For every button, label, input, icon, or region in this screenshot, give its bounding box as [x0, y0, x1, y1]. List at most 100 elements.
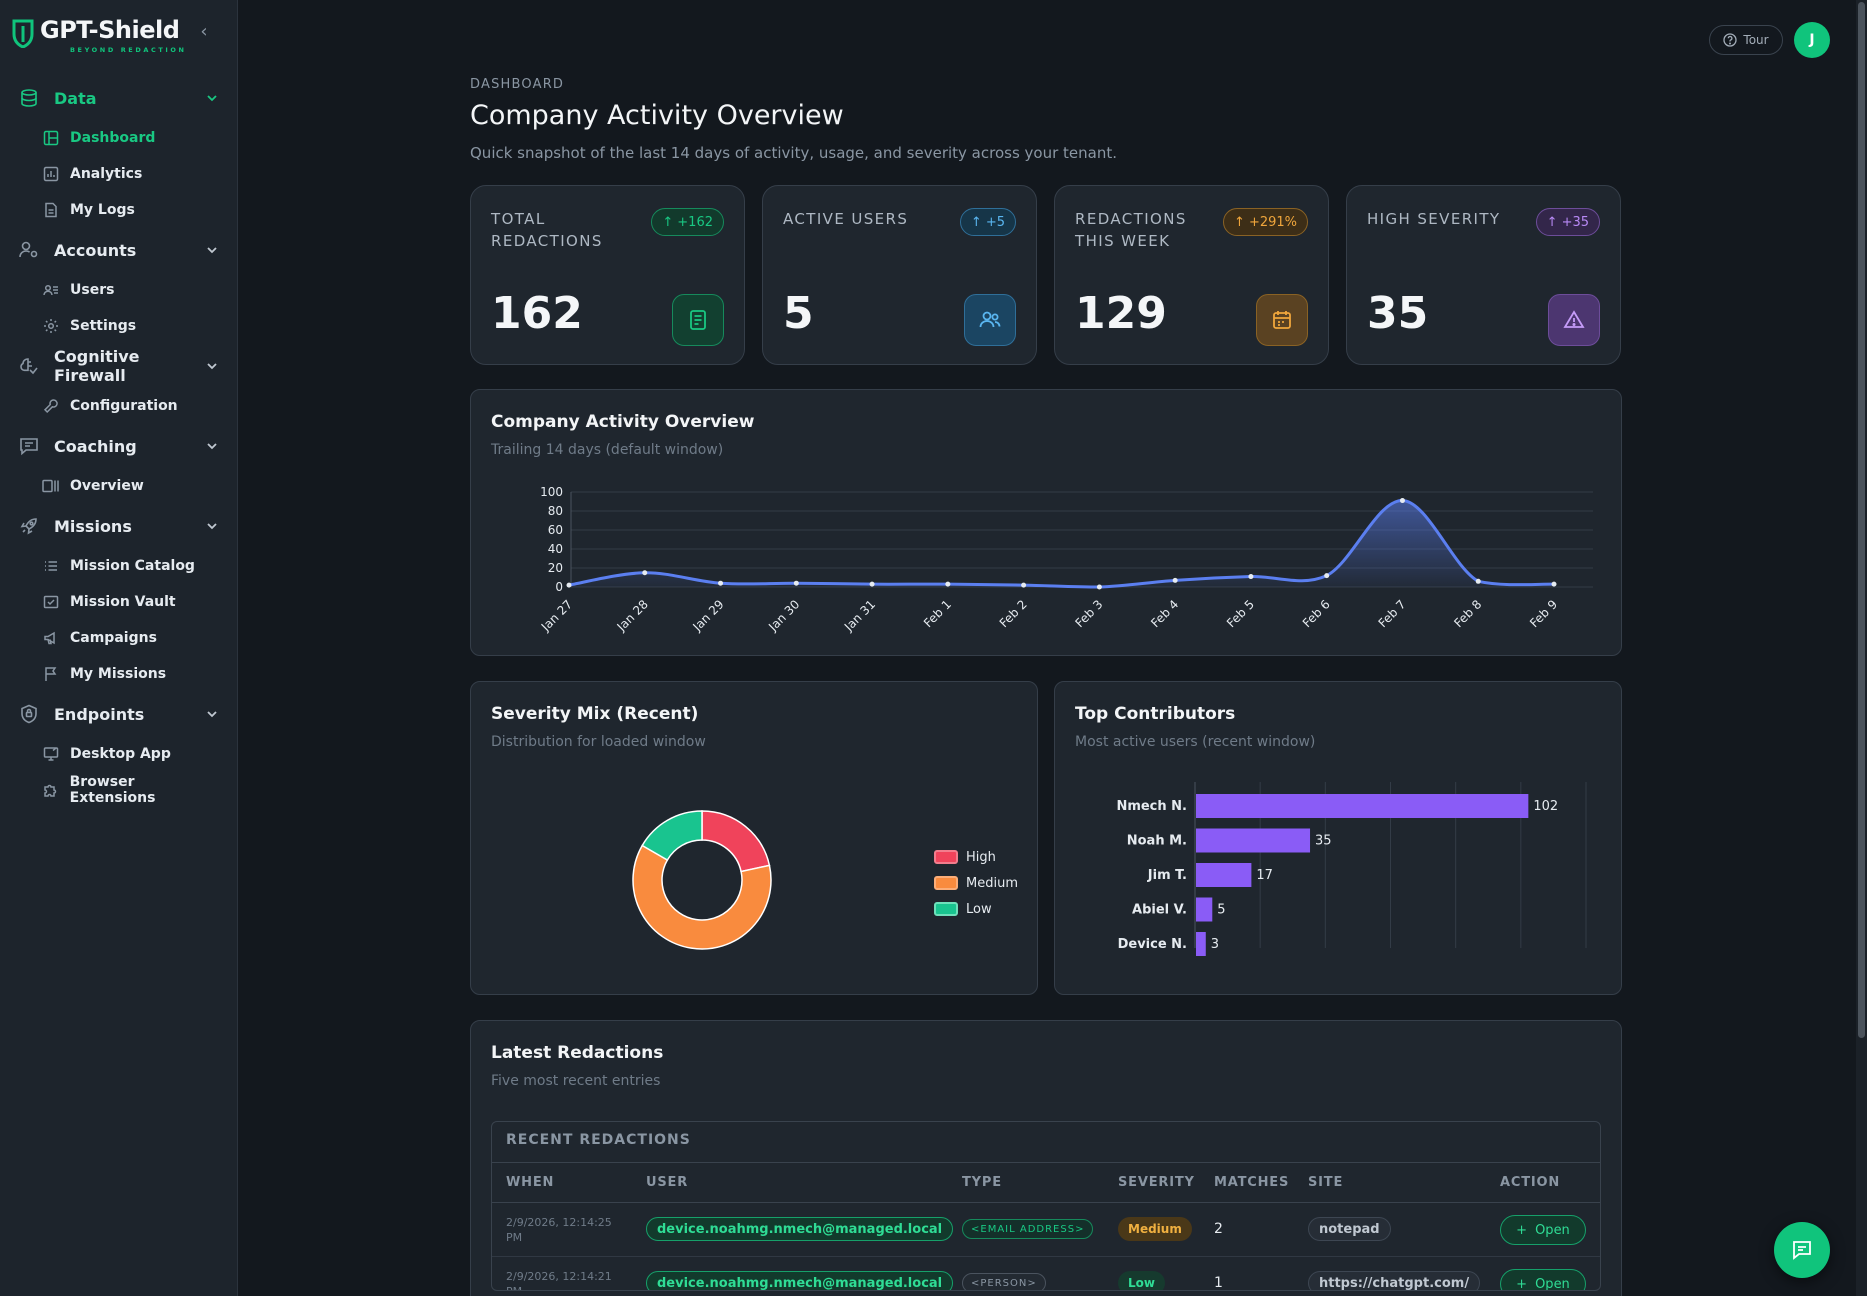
panel-title: Severity Mix (Recent)	[491, 704, 699, 724]
sidebar-item-label: My Logs	[70, 202, 135, 218]
avatar[interactable]: J	[1794, 22, 1830, 58]
contributors-bar-chart: Nmech N. 102 Noah M. 35 Jim T. 17 Abiel V. 5 Dev…	[1116, 782, 1587, 956]
shield-lock-icon	[18, 703, 40, 725]
x-tick-label: Feb 7	[1376, 597, 1409, 630]
open-label: Open	[1535, 1276, 1570, 1291]
bar-value-label: 102	[1533, 799, 1558, 814]
bar	[1196, 932, 1206, 956]
column-header-action[interactable]: ACTION	[1500, 1175, 1561, 1190]
x-tick-label: Feb 6	[1300, 597, 1333, 630]
cell-when: 2/9/2026, 12:14:21 PM	[506, 1270, 612, 1290]
x-tick-label: Jan 30	[765, 597, 802, 634]
legend-item-high[interactable]: High	[934, 844, 1018, 870]
legend-item-low[interactable]: Low	[934, 896, 1018, 922]
sidebar-item-overview[interactable]: Overview	[42, 475, 222, 497]
stat-card-redactions-this-week: REDACTIONS THIS WEEK ↑ +291% 129	[1054, 185, 1329, 365]
page-eyebrow: DASHBOARD	[470, 77, 565, 92]
nav-group-cognitive-firewall[interactable]: Cognitive Firewall	[18, 347, 220, 385]
pie-slice-high	[701, 810, 771, 873]
legend-label: Medium	[966, 875, 1018, 891]
sidebar-item-label: Settings	[70, 318, 137, 334]
sidebar-item-label: Dashboard	[70, 130, 156, 146]
puzzle-icon	[42, 781, 60, 799]
legend-item-medium[interactable]: Medium	[934, 870, 1018, 896]
table-row: 2/9/2026, 12:14:25 PM device.noahmg.nmec…	[492, 1203, 1600, 1257]
x-tick-label: Jan 31	[841, 597, 878, 634]
y-tick-label: 80	[548, 504, 563, 518]
column-header-matches[interactable]: MATCHES	[1214, 1175, 1290, 1190]
chevron-left-icon[interactable]: ‹	[200, 21, 208, 42]
open-label: Open	[1535, 1222, 1570, 1238]
nav-group-label: Data	[54, 88, 97, 108]
sidebar-item-dashboard[interactable]: Dashboard	[42, 127, 222, 149]
column-header-user[interactable]: USER	[646, 1175, 689, 1190]
sidebar-item-label: Overview	[70, 478, 144, 494]
sidebar-item-desktop-app[interactable]: Desktop App	[42, 743, 222, 765]
type-pill: <PERSON>	[962, 1273, 1046, 1290]
sidebar-item-configuration[interactable]: Configuration	[42, 395, 222, 417]
sidebar-item-mission-vault[interactable]: Mission Vault	[42, 591, 222, 613]
column-header-when[interactable]: WHEN	[506, 1175, 555, 1190]
sidebar-item-my-missions[interactable]: My Missions	[42, 663, 222, 685]
x-tick-label: Jan 28	[614, 597, 651, 634]
nav-group-coaching[interactable]: Coaching	[18, 433, 220, 459]
site-pill: https://chatgpt.com/	[1308, 1271, 1481, 1290]
panel-subtitle: Most active users (recent window)	[1075, 734, 1316, 750]
table-caption: RECENT REDACTIONS	[506, 1132, 691, 1148]
nav-group-endpoints[interactable]: Endpoints	[18, 701, 220, 727]
column-header-severity[interactable]: SEVERITY	[1118, 1175, 1195, 1190]
data-point	[1475, 578, 1481, 584]
stat-card-high-severity: HIGH SEVERITY ↑ +35 35	[1346, 185, 1621, 365]
columns-icon	[42, 477, 60, 495]
stat-value: 162	[491, 288, 583, 339]
x-tick-label: Jan 27	[538, 597, 575, 634]
severity-legend: High Medium Low	[934, 844, 1018, 922]
data-point	[869, 581, 875, 587]
y-tick-label: 40	[548, 542, 563, 556]
sidebar-item-users[interactable]: Users	[42, 279, 222, 301]
nav-group-data[interactable]: Data	[18, 85, 220, 111]
y-tick-label: 100	[540, 485, 563, 499]
bar-category-label: Noah M.	[1127, 834, 1187, 849]
data-point	[1172, 577, 1178, 583]
nav-group-missions[interactable]: Missions	[18, 513, 220, 539]
bar-value-label: 17	[1256, 868, 1273, 883]
sidebar-item-campaigns[interactable]: Campaigns	[42, 627, 222, 649]
chart-icon	[42, 165, 60, 183]
type-pill: <EMAIL ADDRESS>	[962, 1219, 1094, 1239]
x-tick-label: Feb 5	[1224, 597, 1257, 630]
chat-button[interactable]	[1774, 1222, 1830, 1278]
sidebar-item-browser-extensions[interactable]: Browser Extensions	[42, 774, 222, 806]
nav-group-accounts[interactable]: Accounts	[18, 237, 220, 263]
sidebar-item-mission-catalog[interactable]: Mission Catalog	[42, 555, 222, 577]
y-tick-label: 60	[548, 523, 563, 537]
scrollbar-thumb[interactable]	[1858, 2, 1865, 1038]
nav-group-label: Coaching	[54, 436, 137, 456]
list-icon	[42, 557, 60, 575]
sidebar: GPT-Shield BEYOND REDACTION ‹ Data Dashb…	[0, 0, 238, 1296]
chat-icon	[1793, 1241, 1811, 1260]
nav-group-label: Endpoints	[54, 704, 145, 724]
arrow-up-icon: ↑	[662, 214, 674, 230]
tour-button[interactable]: Tour	[1709, 25, 1783, 55]
user-pill[interactable]: device.noahmg.nmech@managed.local	[646, 1271, 954, 1290]
table-row: 2/9/2026, 12:14:21 PM device.noahmg.nmec…	[492, 1257, 1600, 1291]
user-pill[interactable]: device.noahmg.nmech@managed.local	[646, 1217, 954, 1241]
open-button[interactable]: + Open	[1500, 1215, 1586, 1245]
brand-logo[interactable]: GPT-Shield BEYOND REDACTION	[12, 16, 192, 54]
sidebar-item-analytics[interactable]: Analytics	[42, 163, 222, 185]
column-header-site[interactable]: SITE	[1308, 1175, 1344, 1190]
panel-subtitle: Distribution for loaded window	[491, 734, 706, 750]
sidebar-item-settings[interactable]: Settings	[42, 315, 222, 337]
open-button[interactable]: + Open	[1500, 1269, 1586, 1291]
sidebar-item-my-logs[interactable]: My Logs	[42, 199, 222, 221]
sidebar-item-label: Analytics	[70, 166, 143, 182]
contributors-panel: Top Contributors Most active users (rece…	[1054, 681, 1622, 995]
file-icon	[42, 201, 60, 219]
brand-name: GPT-Shield	[40, 16, 180, 44]
column-header-type[interactable]: TYPE	[962, 1175, 1002, 1190]
stat-label: TOTAL REDACTIONS	[491, 210, 603, 250]
redactions-panel: Latest Redactions Five most recent entri…	[470, 1020, 1622, 1296]
panel-title: Top Contributors	[1075, 704, 1236, 724]
shield-logo-icon	[12, 19, 34, 48]
